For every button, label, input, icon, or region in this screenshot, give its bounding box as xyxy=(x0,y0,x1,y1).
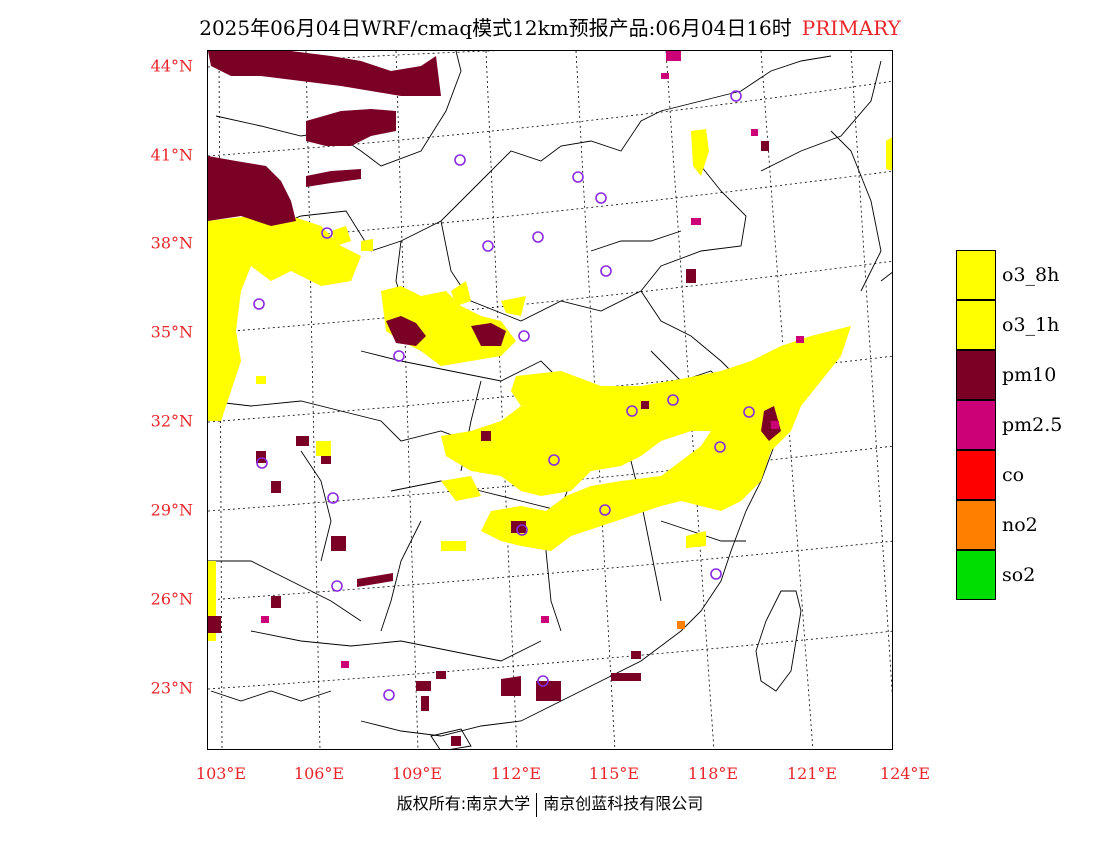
legend-swatch xyxy=(956,300,996,350)
legend-swatch xyxy=(956,350,996,400)
copyright-footer: 版权所有:南京大学 南京创蓝科技有限公司 xyxy=(0,790,1100,817)
lat-label-29: 29°N xyxy=(150,500,193,520)
lon-label-121: 121°E xyxy=(786,764,838,783)
lon-label-124: 124°E xyxy=(879,764,931,783)
legend-swatch xyxy=(956,500,996,550)
footer-left: 版权所有:南京大学 xyxy=(396,794,531,813)
lat-label-41: 41°N xyxy=(150,145,193,165)
legend-swatch xyxy=(956,450,996,500)
map-panel[interactable] xyxy=(207,50,893,750)
lat-label-32: 32°N xyxy=(150,411,193,431)
legend-label: o3_8h xyxy=(1002,264,1060,286)
lon-label-118: 118°E xyxy=(687,764,739,783)
lon-label-115: 115°E xyxy=(588,764,640,783)
footer-right: 南京创蓝科技有限公司 xyxy=(543,794,704,813)
map-title: 2025年06月04日WRF/cmaq模式12km预报产品:06月04日16时 P… xyxy=(0,12,1100,41)
o3-regions xyxy=(208,129,892,641)
lon-label-112: 112°E xyxy=(490,764,542,783)
title-primary-tag: PRIMARY xyxy=(801,16,901,40)
legend-label: pm2.5 xyxy=(1002,414,1063,436)
legend-label: pm10 xyxy=(1002,364,1057,386)
title-main: 2025年06月04日WRF/cmaq模式12km预报产品:06月04日16时 xyxy=(199,16,792,40)
lon-label-109: 109°E xyxy=(391,764,443,783)
lat-label-23: 23°N xyxy=(150,678,193,698)
lat-label-44: 44°N xyxy=(150,56,193,76)
pollution-map xyxy=(208,51,892,749)
pm25-regions xyxy=(261,51,804,668)
lat-label-38: 38°N xyxy=(150,233,193,253)
legend-label: so2 xyxy=(1002,564,1036,586)
legend-swatch xyxy=(956,550,996,600)
no2-cell xyxy=(677,621,685,629)
lon-label-106: 106°E xyxy=(293,764,345,783)
lat-label-26: 26°N xyxy=(150,589,193,609)
lat-label-35: 35°N xyxy=(150,322,193,342)
legend-label: co xyxy=(1002,464,1025,486)
pm10-regions xyxy=(208,51,781,746)
station-markers xyxy=(253,90,755,701)
legend-label: o3_1h xyxy=(1002,314,1060,336)
legend-swatch xyxy=(956,250,996,300)
legend-label: no2 xyxy=(1002,514,1038,536)
lon-label-103: 103°E xyxy=(195,764,247,783)
legend-swatch xyxy=(956,400,996,450)
footer-divider xyxy=(536,792,538,817)
